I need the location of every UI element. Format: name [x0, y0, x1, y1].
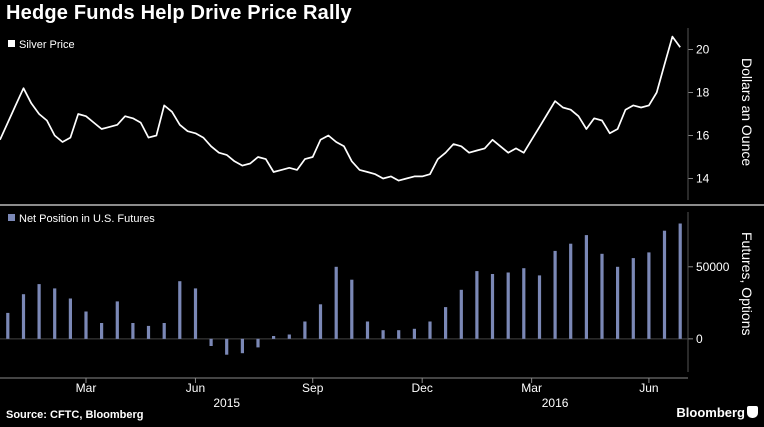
net-position-bar	[272, 336, 276, 339]
chart-title: Hedge Funds Help Drive Price Rally	[6, 2, 352, 24]
net-position-bar	[475, 271, 479, 339]
net-position-bar	[6, 312, 10, 339]
net-position-bar	[287, 334, 291, 339]
net-position-bar	[631, 258, 635, 339]
x-year-label: 2016	[542, 396, 569, 410]
brand-shield-icon	[747, 406, 758, 418]
y-tick-label-bottom: 50000	[696, 260, 730, 274]
net-position-bar	[209, 338, 213, 346]
y-tick-label-top: 18	[696, 86, 710, 100]
legend-label-silver-price: Silver Price	[19, 39, 75, 51]
x-year-label: 2015	[213, 396, 240, 410]
net-position-bar	[397, 330, 401, 339]
net-position-bar	[569, 243, 573, 339]
brand-logo: Bloomberg	[676, 405, 758, 420]
legend-swatch-net-position	[8, 214, 15, 221]
net-position-bar	[600, 253, 604, 339]
net-position-bar	[115, 301, 119, 339]
net-position-bar	[365, 321, 370, 339]
net-position-bar	[647, 252, 651, 339]
net-position-bar	[303, 321, 307, 339]
net-position-bar	[21, 294, 26, 339]
net-position-bar	[37, 284, 41, 339]
net-position-bar	[444, 307, 448, 339]
net-position-bar	[350, 279, 354, 339]
brand-text: Bloomberg	[676, 405, 745, 420]
y-tick-label-top: 16	[696, 129, 710, 143]
legend-swatch-silver-price	[8, 40, 15, 47]
net-position-bar	[240, 338, 244, 354]
net-position-bar	[584, 235, 588, 339]
x-tick-label: Jun	[639, 381, 658, 395]
net-position-bar	[381, 330, 385, 339]
net-position-bar	[537, 275, 542, 339]
x-tick-label: Sep	[302, 381, 324, 395]
x-tick-label: Mar	[76, 381, 97, 395]
legend-label-net-position: Net Position in U.S. Futures	[19, 213, 155, 225]
y-axis-label-top: Dollars an Ounce	[739, 58, 755, 166]
net-position-bar	[178, 281, 182, 339]
x-tick-label: Dec	[412, 381, 433, 395]
net-position-bar	[100, 323, 104, 339]
silver-price-line	[0, 35, 681, 182]
net-position-bar	[678, 223, 682, 339]
y-axis-label-bottom: Futures, Options	[739, 232, 755, 336]
source-note: Source: CFTC, Bloomberg	[6, 409, 144, 421]
net-position-bar	[490, 274, 495, 339]
net-position-bar	[131, 323, 135, 339]
net-position-bar	[506, 272, 510, 339]
net-position-bar	[428, 321, 432, 339]
net-position-bar	[459, 289, 463, 339]
net-position-bar	[334, 266, 338, 339]
net-position-bar	[225, 338, 229, 355]
net-position-bar	[162, 323, 166, 339]
net-position-bar	[522, 268, 526, 339]
y-tick-label-bottom: 0	[696, 332, 703, 346]
net-position-bar	[84, 311, 88, 339]
x-tick-label: Jun	[186, 381, 205, 395]
net-position-bar	[553, 250, 557, 339]
net-position-bar	[53, 288, 57, 339]
net-position-bar	[256, 338, 260, 348]
y-tick-label-top: 14	[696, 172, 710, 186]
y-tick-label-top: 20	[696, 43, 710, 57]
net-position-bar	[616, 266, 620, 339]
net-position-bar	[662, 230, 667, 339]
net-position-bar	[146, 325, 151, 339]
net-position-bar	[412, 328, 416, 339]
net-position-bar	[68, 298, 72, 339]
net-position-bar	[318, 304, 323, 339]
net-position-bar	[193, 288, 198, 339]
x-tick-label: Mar	[521, 381, 542, 395]
